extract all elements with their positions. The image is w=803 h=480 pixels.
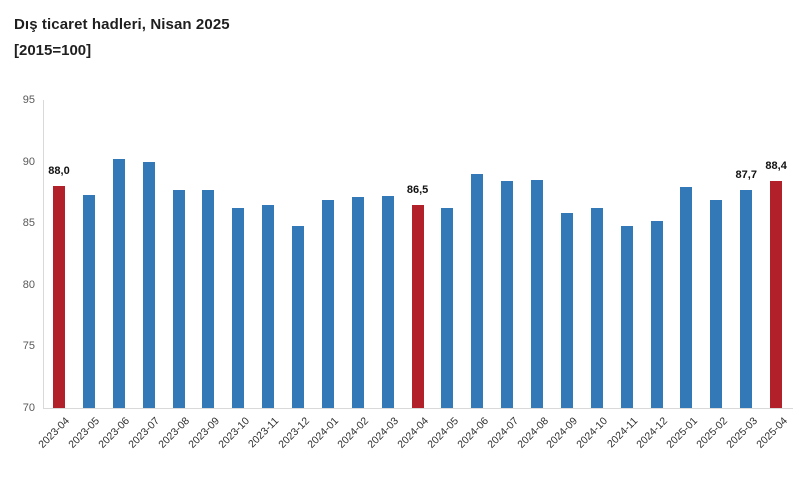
x-tick-label: 2024-08 — [514, 415, 551, 451]
bar — [710, 199, 723, 408]
x-tick-label: 2024-07 — [484, 415, 521, 451]
x-tick-label: 2023-07 — [126, 415, 163, 451]
bar — [82, 194, 95, 408]
x-tick-label: 2024-01 — [305, 415, 342, 451]
bar — [292, 225, 305, 408]
bar — [202, 189, 215, 408]
bar — [590, 208, 603, 408]
bar — [142, 161, 155, 408]
x-tick-label: 2025-04 — [753, 415, 790, 451]
y-tick-label: 90 — [22, 155, 35, 168]
x-tick-label: 2024-05 — [425, 415, 461, 451]
bar-value-label: 88,4 — [765, 160, 787, 173]
bar — [471, 173, 484, 408]
bar — [531, 180, 544, 408]
x-tick-label: 2025-02 — [694, 415, 730, 451]
x-tick-label: 2023-09 — [186, 415, 222, 451]
x-tick-label: 2024-03 — [365, 415, 402, 451]
bar — [680, 187, 693, 408]
bar-highlighted — [770, 181, 783, 408]
plot-area: 70 75 80 85 90 95 88,0 86,5 87,7 88,4 2023-04 202… — [23, 94, 793, 451]
chart-subtitle: [2015=100] — [14, 42, 92, 59]
y-tick-label: 95 — [22, 94, 35, 106]
y-tick-label: 80 — [22, 278, 35, 291]
x-tick-label: 2023-05 — [66, 415, 103, 451]
x-axis-line — [43, 408, 793, 409]
x-tick-label: 2024-12 — [634, 415, 671, 451]
x-tick-label: 2023-12 — [275, 415, 312, 451]
x-tick-label: 2023-11 — [246, 415, 282, 451]
x-tick-label: 2024-06 — [455, 415, 491, 451]
x-tick-label: 2024-04 — [395, 415, 432, 451]
x-tick-label: 2024-10 — [574, 415, 611, 451]
bar — [262, 204, 275, 408]
bar — [351, 197, 364, 408]
y-axis-line — [43, 100, 44, 408]
x-tick-label: 2024-11 — [605, 415, 641, 451]
x-tick-label: 2024-02 — [335, 415, 372, 451]
bar — [501, 181, 514, 408]
y-tick-label: 70 — [22, 402, 35, 414]
bar — [112, 159, 125, 408]
bar — [620, 225, 633, 408]
bar — [650, 220, 663, 408]
bar — [560, 213, 573, 408]
chart-title: Dış ticaret hadleri, Nisan 2025 — [14, 16, 230, 33]
x-tick-label: 2023-08 — [156, 415, 193, 451]
x-tick-label: 2025-03 — [723, 415, 760, 451]
x-tick-label: 2023-06 — [96, 415, 133, 451]
bar — [321, 199, 334, 408]
bar-value-label: 87,7 — [735, 168, 757, 181]
bar-value-label: 88,0 — [48, 165, 70, 178]
bar-highlighted — [411, 204, 424, 408]
x-tick-label: 2023-10 — [216, 415, 252, 451]
y-tick-label: 85 — [22, 217, 35, 230]
x-tick-label: 2024-09 — [544, 415, 581, 451]
bar-highlighted — [53, 186, 65, 408]
bar — [172, 189, 185, 408]
bar — [441, 208, 454, 408]
bar — [232, 208, 245, 408]
bar — [740, 189, 753, 408]
x-tick-label: 2023-04 — [36, 415, 73, 451]
bar — [381, 196, 394, 408]
x-tick-label: 2025-01 — [664, 415, 700, 451]
bar-value-label: 86,5 — [406, 183, 429, 196]
y-tick-label: 75 — [22, 340, 35, 353]
